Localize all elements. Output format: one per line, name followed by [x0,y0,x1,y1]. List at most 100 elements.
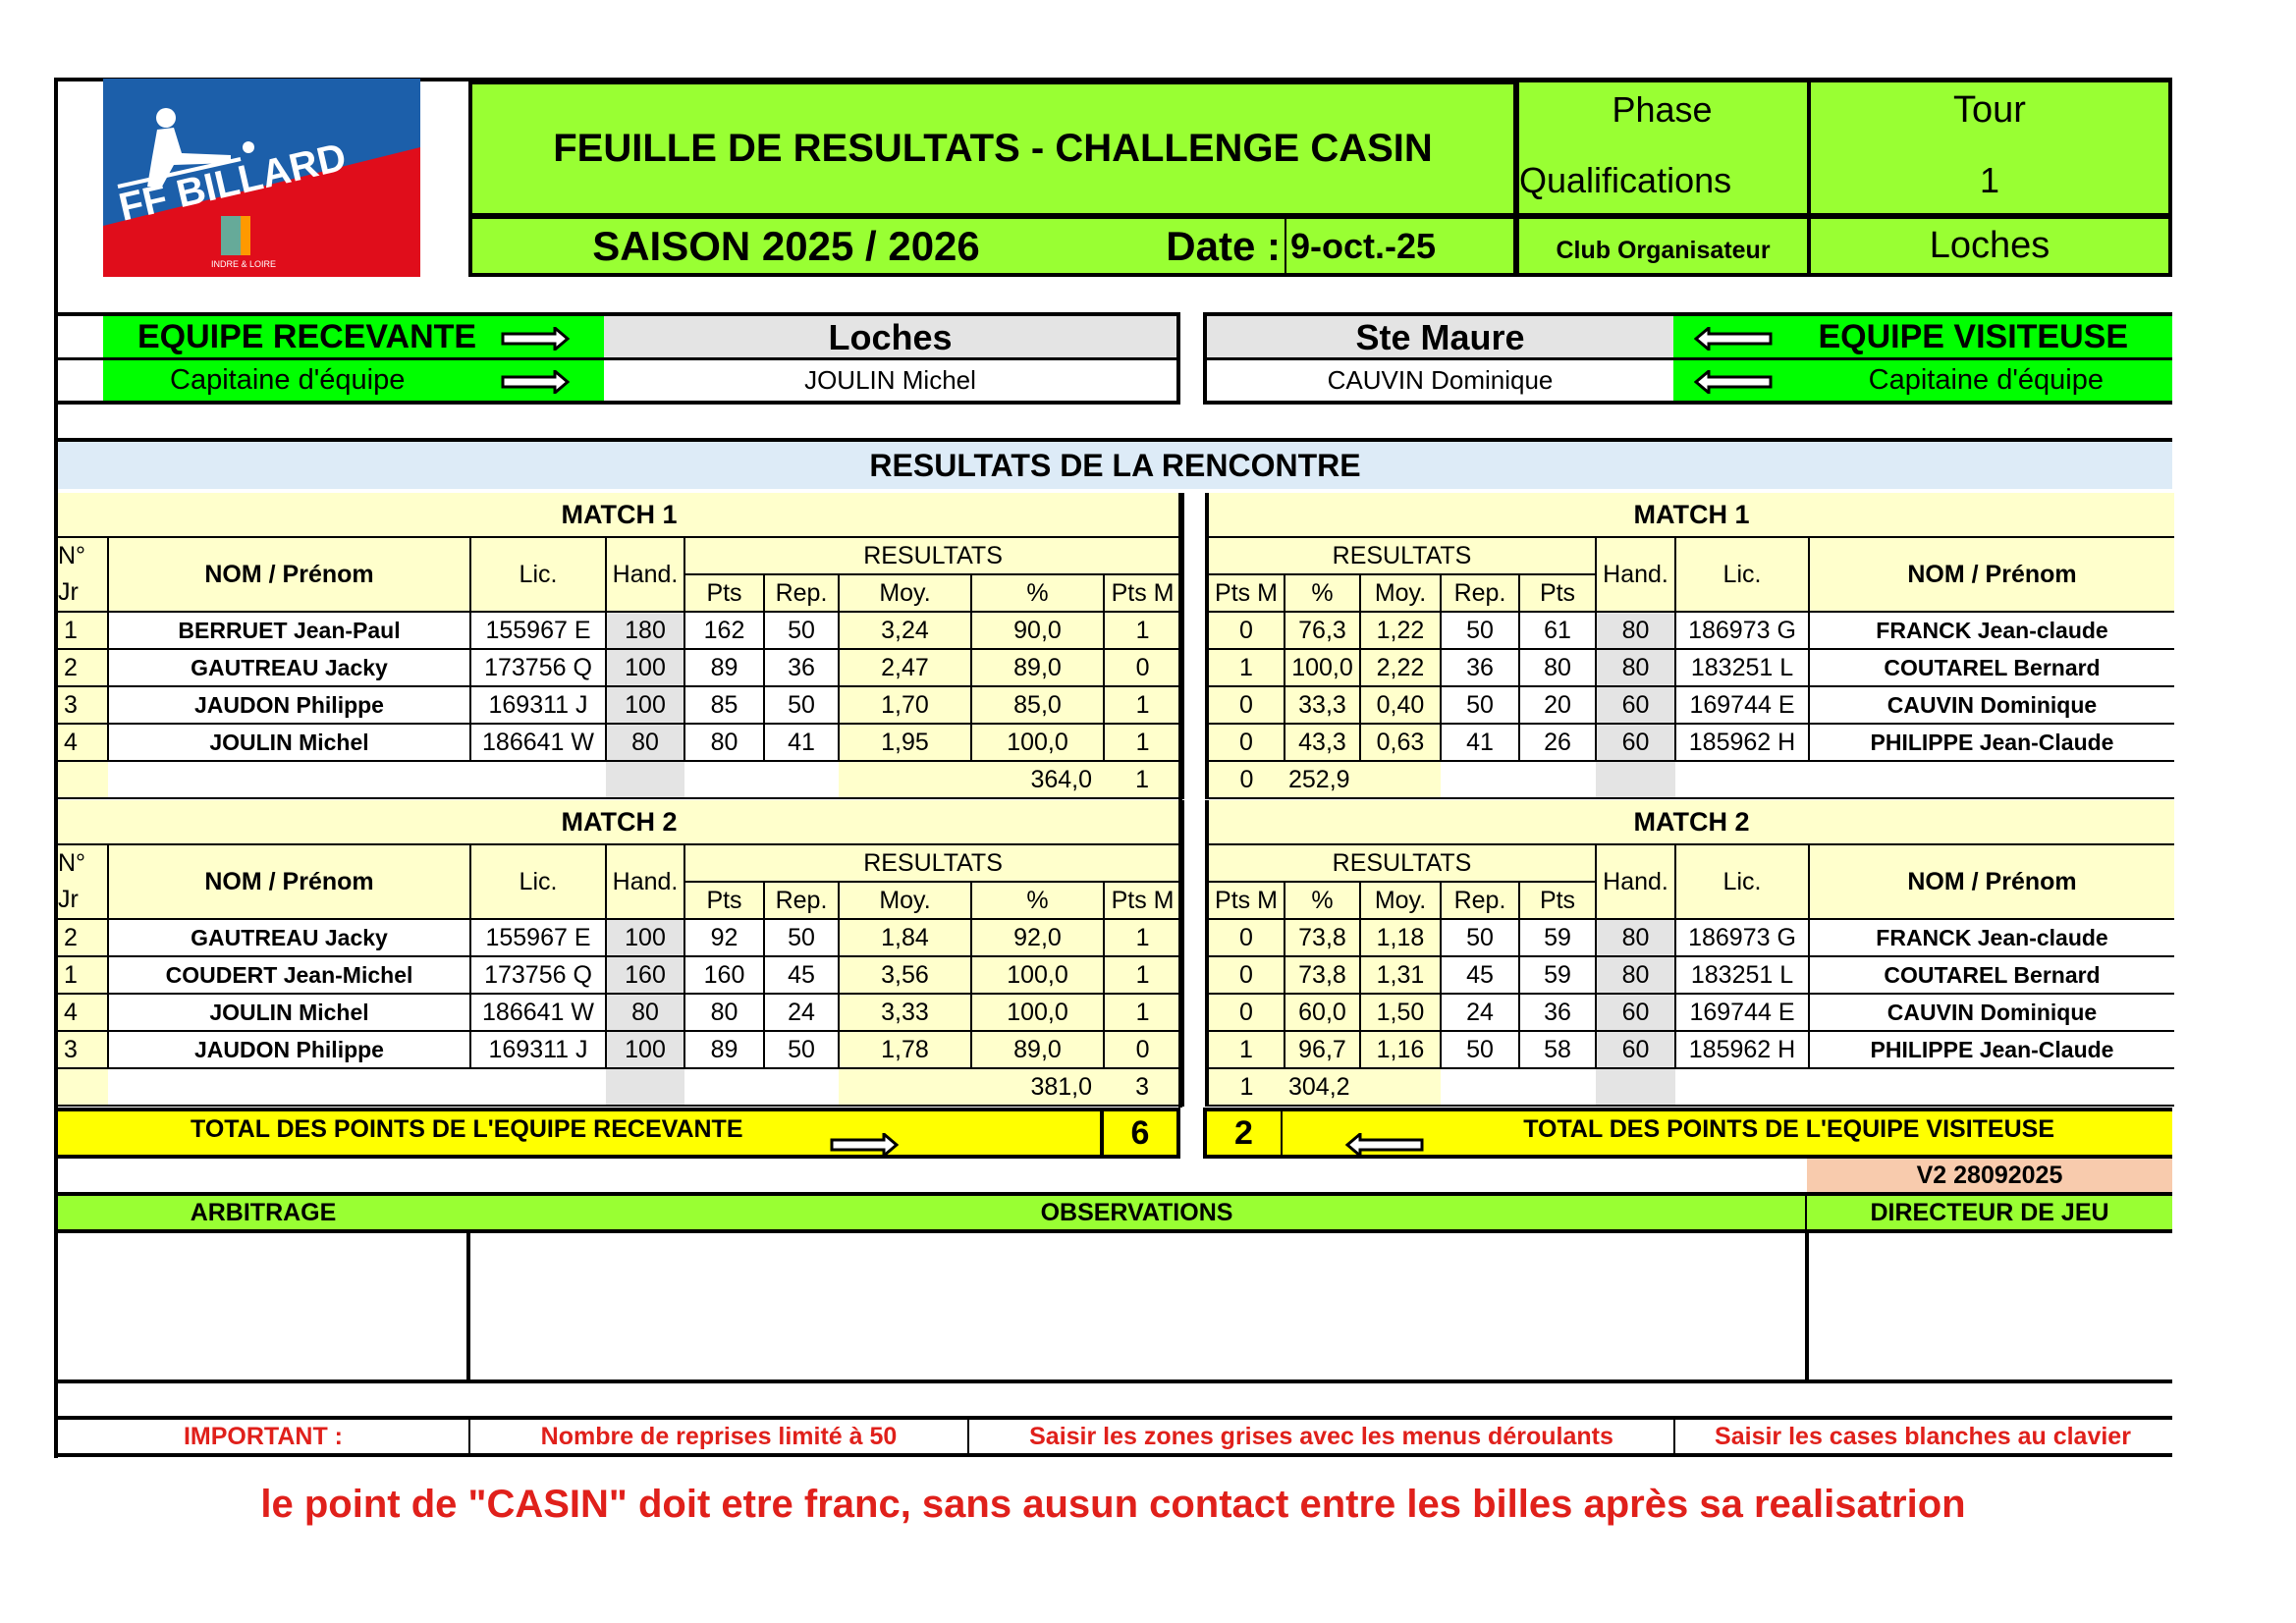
player-number[interactable]: 4 [54,723,109,762]
points[interactable]: 92 [683,918,765,957]
player-name[interactable]: PHILIPPE Jean-Claude [1808,723,2174,762]
license[interactable]: 169744 E [1674,993,1810,1032]
reprises[interactable]: 50 [763,611,840,650]
player-number[interactable]: 1 [54,611,109,650]
directeur-box[interactable] [1807,1231,2172,1383]
reprises[interactable]: 50 [1440,611,1520,650]
away-team-name[interactable]: Ste Maure [1207,316,1673,358]
handicap[interactable]: 100 [605,918,685,957]
player-name[interactable]: CAUVIN Dominique [1808,993,2174,1032]
player-number[interactable]: 2 [54,918,109,957]
reprises[interactable]: 24 [763,993,840,1032]
points[interactable]: 59 [1518,955,1597,995]
player-name[interactable]: FRANCK Jean-claude [1808,611,2174,650]
handicap[interactable]: 180 [605,611,685,650]
handicap[interactable]: 100 [605,1030,685,1069]
player-name[interactable]: JOULIN Michel [107,993,471,1032]
home-team-name[interactable]: Loches [604,316,1176,358]
player-number[interactable]: 2 [54,648,109,687]
player-name[interactable]: CAUVIN Dominique [1808,685,2174,725]
license[interactable]: 169744 E [1674,685,1810,725]
reprises[interactable]: 41 [1440,723,1520,762]
handicap[interactable]: 60 [1595,1030,1676,1069]
handicap[interactable]: 60 [1595,723,1676,762]
points[interactable]: 80 [683,723,765,762]
player-name[interactable]: BERRUET Jean-Paul [107,611,471,650]
handicap[interactable]: 80 [1595,918,1676,957]
reprises[interactable]: 45 [763,955,840,995]
license[interactable]: 185962 H [1674,1030,1810,1069]
observations-box[interactable] [468,1231,1809,1383]
player-name[interactable]: JAUDON Philippe [107,685,471,725]
date-value[interactable]: 9-oct.-25 [1285,215,1517,277]
reprises[interactable]: 50 [763,1030,840,1069]
points[interactable]: 89 [683,648,765,687]
license[interactable]: 155967 E [469,918,607,957]
license[interactable]: 183251 L [1674,955,1810,995]
home-captain-name[interactable]: JOULIN Michel [804,365,976,395]
points[interactable]: 160 [683,955,765,995]
license[interactable]: 186641 W [469,723,607,762]
license[interactable]: 155967 E [469,611,607,650]
handicap[interactable]: 60 [1595,685,1676,725]
license[interactable]: 169311 J [469,685,607,725]
handicap[interactable]: 100 [605,648,685,687]
points[interactable]: 61 [1518,611,1597,650]
handicap[interactable]: 80 [605,993,685,1032]
points[interactable]: 89 [683,1030,765,1069]
club-value[interactable]: Loches [1807,215,2172,277]
reprises[interactable]: 50 [1440,918,1520,957]
license[interactable]: 186641 W [469,993,607,1032]
points[interactable]: 80 [683,993,765,1032]
points[interactable]: 85 [683,685,765,725]
license[interactable]: 173756 Q [469,648,607,687]
license[interactable]: 186973 G [1674,611,1810,650]
points[interactable]: 162 [683,611,765,650]
points[interactable]: 59 [1518,918,1597,957]
points[interactable]: 80 [1518,648,1597,687]
reprises[interactable]: 50 [1440,1030,1520,1069]
player-name[interactable]: GAUTREAU Jacky [107,648,471,687]
handicap[interactable]: 80 [1595,955,1676,995]
player-name[interactable]: JAUDON Philippe [107,1030,471,1069]
player-name[interactable]: FRANCK Jean-claude [1808,918,2174,957]
reprises[interactable]: 41 [763,723,840,762]
handicap[interactable]: 160 [605,955,685,995]
points[interactable]: 58 [1518,1030,1597,1069]
player-number[interactable]: 1 [54,955,109,995]
license[interactable]: 173756 Q [469,955,607,995]
license[interactable]: 185962 H [1674,723,1810,762]
player-name[interactable]: GAUTREAU Jacky [107,918,471,957]
points[interactable]: 20 [1518,685,1597,725]
license[interactable]: 186973 G [1674,918,1810,957]
points[interactable]: 26 [1518,723,1597,762]
reprises[interactable]: 36 [1440,648,1520,687]
reprises[interactable]: 36 [763,648,840,687]
tour-value[interactable]: 1 [1979,160,2000,200]
away-captain-name[interactable]: CAUVIN Dominique [1327,365,1554,395]
arbitrage-box[interactable] [54,1231,470,1383]
license[interactable]: 169311 J [469,1030,607,1069]
reprises[interactable]: 50 [763,685,840,725]
reprises[interactable]: 50 [763,918,840,957]
handicap[interactable]: 60 [1595,993,1676,1032]
player-name[interactable]: COUDERT Jean-Michel [107,955,471,995]
player-name[interactable]: COUTAREL Bernard [1808,955,2174,995]
reprises[interactable]: 45 [1440,955,1520,995]
phase-value[interactable]: Qualifications [1519,160,1732,200]
handicap[interactable]: 80 [1595,648,1676,687]
player-name[interactable]: JOULIN Michel [107,723,471,762]
license[interactable]: 183251 L [1674,648,1810,687]
reprises[interactable]: 50 [1440,685,1520,725]
player-number[interactable]: 3 [54,1030,109,1069]
player-number[interactable]: 3 [54,685,109,725]
handicap[interactable]: 80 [1595,611,1676,650]
handicap[interactable]: 80 [605,723,685,762]
handicap[interactable]: 100 [605,685,685,725]
points[interactable]: 36 [1518,993,1597,1032]
player-number[interactable]: 4 [54,993,109,1032]
player-name[interactable]: COUTAREL Bernard [1808,648,2174,687]
header-moy: Moy. [1359,881,1442,920]
reprises[interactable]: 24 [1440,993,1520,1032]
player-name[interactable]: PHILIPPE Jean-Claude [1808,1030,2174,1069]
